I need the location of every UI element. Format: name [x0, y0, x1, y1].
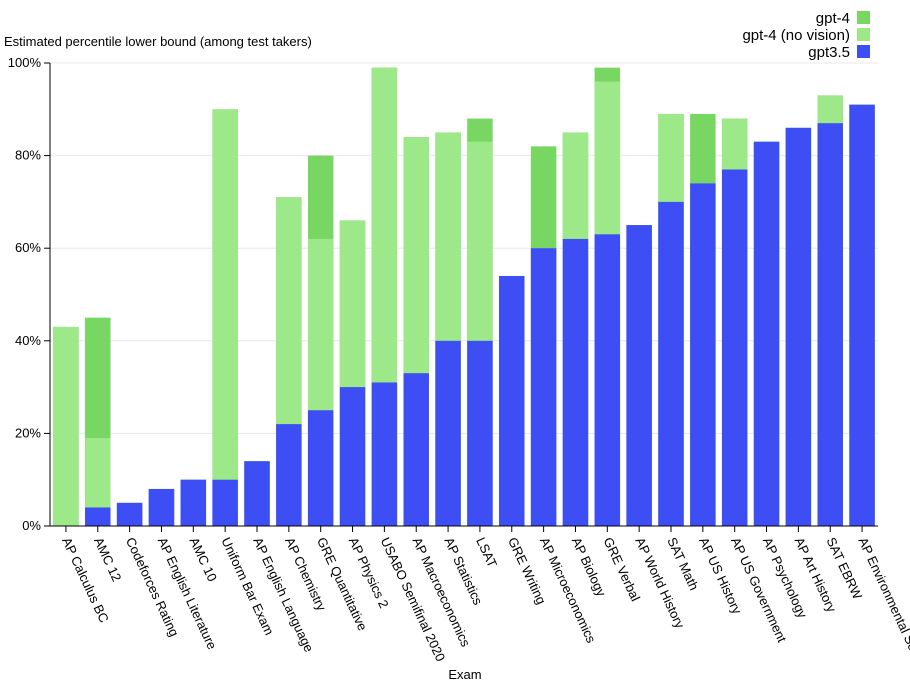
bar-gpt3-5: [116, 502, 143, 526]
bar-gpt-4-no-vision: [212, 109, 238, 527]
x-tick-label: AP Environmental Science: [855, 535, 910, 681]
y-tick-label: 40%: [15, 333, 41, 348]
y-tick-label: 60%: [15, 240, 41, 255]
legend-swatch: [857, 28, 870, 41]
bar-gpt3-5: [244, 461, 270, 526]
legend-swatch: [857, 11, 870, 24]
y-axis-label: Estimated percentile lower bound (among …: [4, 34, 312, 49]
x-axis-label: Exam: [448, 667, 481, 682]
bar-gpt-4-no-vision: [53, 326, 79, 526]
bar-gpt3-5: [626, 225, 652, 527]
bar-gpt3-5: [339, 387, 366, 526]
bar-gpt3-5: [148, 488, 175, 526]
y-axis: 0% 20% 40% 60% 80% 100%: [8, 55, 51, 533]
legend-label: gpt3.5: [808, 44, 850, 61]
bar-gpt3-5: [371, 382, 398, 526]
x-tick-label: AMC 12: [91, 535, 124, 584]
legend-label: gpt-4: [816, 10, 850, 27]
x-tick-label: LSAT: [473, 535, 500, 570]
bar-gpt3-5: [180, 479, 207, 526]
bar-gpt3-5: [467, 340, 493, 526]
bar-gpt3-5: [690, 183, 716, 526]
bar-gpt3-5: [594, 234, 621, 526]
bar-gpt3-5: [307, 410, 334, 526]
bar-gpt3-5: [530, 248, 557, 526]
bar-gpt3-5: [562, 238, 589, 526]
bar-gpt3-5: [849, 104, 875, 527]
bar-gpt3-5: [85, 507, 111, 526]
bar-gpt3-5: [403, 373, 429, 526]
bar-gpt3-5: [753, 141, 780, 526]
bar-gpt3-5: [817, 123, 843, 526]
y-tick-label: 20%: [15, 425, 41, 440]
y-tick-label: 0%: [22, 518, 41, 533]
bar-gpt3-5: [212, 479, 238, 526]
bar-gpt3-5: [435, 340, 461, 526]
bar-gpt3-5: [658, 201, 684, 526]
bar-gpt3-5: [721, 169, 748, 527]
y-tick-label: 100%: [8, 55, 42, 70]
bar-gpt3-5: [276, 424, 302, 526]
y-tick-label: 80%: [15, 148, 41, 163]
legend-swatch: [857, 45, 870, 58]
legend-label: gpt-4 (no vision): [742, 27, 850, 44]
bar-gpt3-5: [499, 275, 525, 526]
bars: [53, 67, 875, 527]
x-tick-label: AMC 10: [187, 535, 220, 584]
bar-gpt3-5: [785, 127, 812, 526]
